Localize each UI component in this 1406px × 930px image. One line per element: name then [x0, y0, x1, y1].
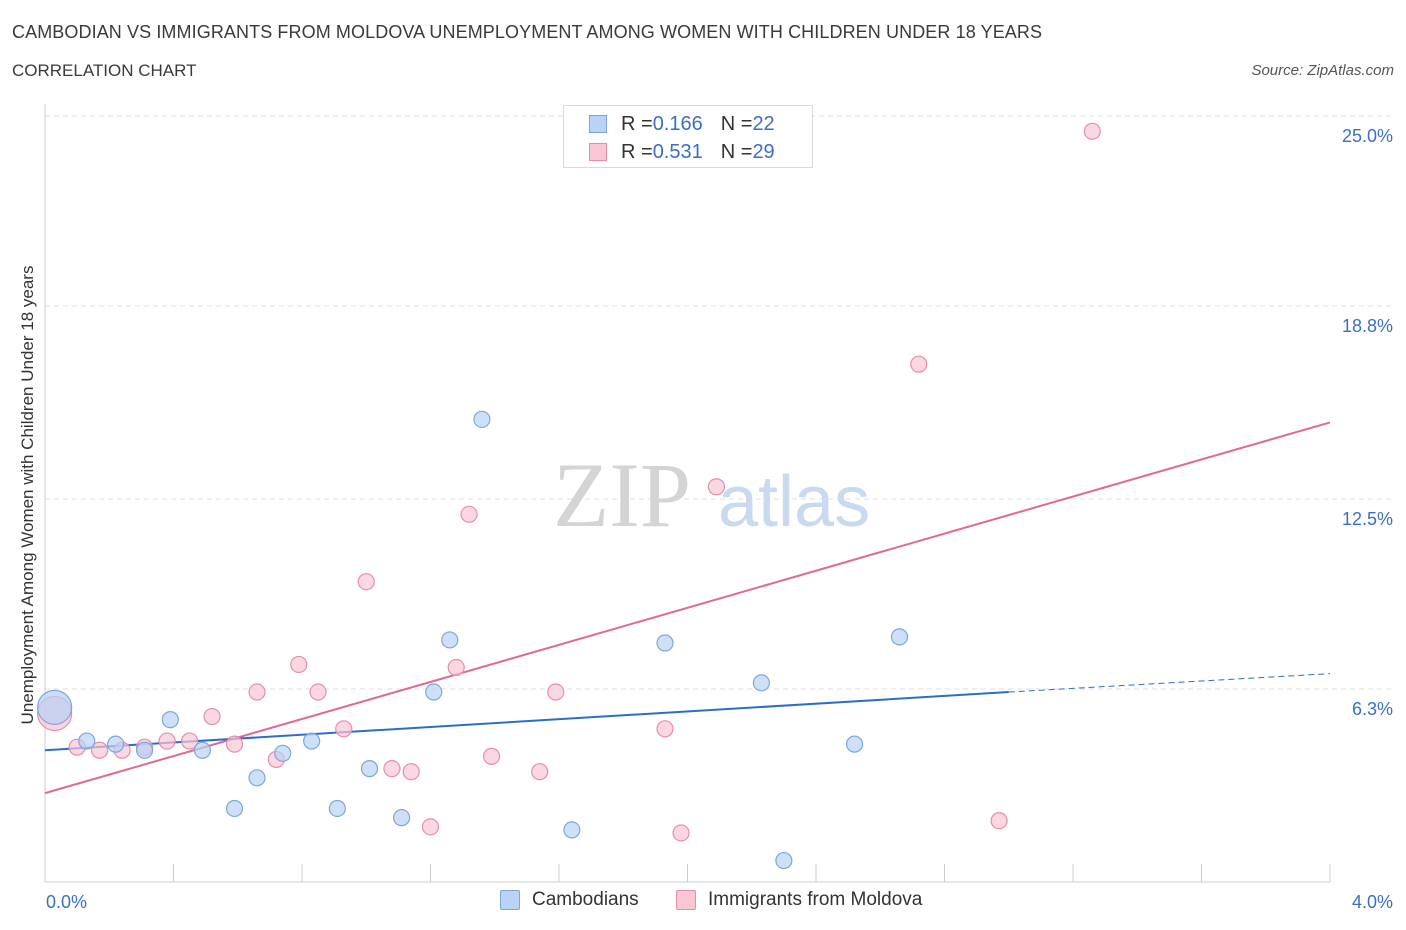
chart-subtitle: CORRELATION CHART [12, 61, 197, 80]
moldova-point [383, 760, 401, 778]
moldova-point [357, 573, 375, 591]
moldova-point [1083, 122, 1101, 140]
tick-labels: 6.3% 12.5% 18.8% 25.0% 0.0% 4.0% [46, 126, 1393, 912]
cambodians-point [425, 683, 443, 701]
cambodians-point [193, 741, 212, 759]
moldova-point [547, 683, 565, 701]
cambodians-point [107, 735, 125, 753]
series-swatch-cambodians [500, 890, 520, 910]
cambodians-point [392, 809, 411, 827]
cambodians-point [563, 821, 581, 839]
legend-r-label: R = [621, 112, 653, 135]
legend-r-label: R = [621, 140, 653, 163]
moldova-point [225, 735, 244, 753]
correlation-legend: R = 0.166 N = 22 R = 0.531 N = 29 [563, 105, 813, 168]
moldova-point [531, 763, 549, 781]
moldova-point [203, 707, 221, 726]
y-axis-label: Unemployment Among Women with Children U… [18, 265, 37, 725]
legend-r-value: 0.166 [652, 112, 703, 135]
cambodians-point [274, 744, 292, 762]
watermark-zip: ZIP [553, 444, 691, 546]
cambodians-point [248, 769, 266, 787]
moldova-point [421, 818, 440, 836]
series-name-cambodians: Cambodians [532, 889, 639, 910]
moldova-point [460, 505, 478, 523]
x-tick-label: 0.0% [46, 892, 87, 912]
legend-n-label: N = [720, 140, 753, 163]
source-credit: Source: ZipAtlas.com [1251, 62, 1394, 79]
moldova-point [447, 658, 465, 677]
cambodians-point [890, 628, 909, 646]
watermark: ZIP atlas [553, 444, 870, 546]
cambodians-point [78, 732, 96, 750]
cambodians-point [225, 799, 244, 818]
series-legend-cambodians: Cambodians [500, 889, 639, 911]
cambodians-point [360, 760, 379, 778]
cambodians-point [656, 634, 674, 652]
moldova-point [158, 732, 176, 750]
moldova-point [707, 478, 726, 496]
y-tick-label: 18.8% [1342, 316, 1393, 336]
moldova-point [248, 683, 266, 701]
y-tick-label: 25.0% [1342, 126, 1393, 146]
cambodians-point [845, 735, 864, 753]
moldova-point [180, 732, 199, 750]
moldova-point [402, 763, 420, 781]
watermark-atlas: atlas [718, 462, 870, 542]
cambodians-trend-extension [1008, 673, 1331, 693]
cambodians-point [441, 631, 459, 649]
series-legend-moldova: Immigrants from Moldova [676, 889, 922, 911]
series-swatch-moldova [676, 890, 696, 910]
grid-lines [45, 115, 1392, 690]
legend-swatch-cambodians [589, 115, 607, 133]
legend-row-cambodians: R = 0.166 N = 22 [589, 111, 775, 137]
moldova-point [482, 747, 501, 765]
series-name-moldova: Immigrants from Moldova [708, 889, 923, 910]
y-tick-label: 6.3% [1352, 699, 1393, 719]
cambodians-point [135, 741, 154, 759]
moldova-point [910, 355, 928, 373]
cambodians-point [328, 799, 346, 818]
cambodians-point [473, 410, 491, 428]
legend-n-label: N = [720, 112, 753, 135]
x-tick-label: 4.0% [1352, 892, 1393, 912]
legend-n-value: 22 [752, 112, 775, 135]
moldova-trend-line [44, 421, 1331, 795]
moldova-point [672, 824, 690, 842]
data-points [37, 122, 1101, 870]
moldova-point [335, 720, 353, 738]
cambodians-point [37, 689, 73, 725]
moldova-point [290, 655, 308, 674]
moldova-point [91, 741, 109, 759]
cambodians-trend-line [44, 691, 1009, 752]
moldova-point [990, 812, 1008, 830]
axes [44, 104, 1331, 883]
legend-r-value: 0.531 [652, 140, 703, 163]
cambodians-point [161, 711, 179, 729]
legend-row-moldova: R = 0.531 N = 29 [589, 139, 775, 165]
legend-n-value: 29 [752, 140, 775, 163]
y-tick-label: 12.5% [1342, 509, 1393, 529]
chart-title: CAMBODIAN VS IMMIGRANTS FROM MOLDOVA UNE… [12, 22, 1043, 42]
legend-swatch-moldova [589, 143, 607, 161]
moldova-point [309, 683, 327, 701]
cambodians-point [303, 732, 321, 750]
cambodians-point [775, 851, 793, 870]
moldova-point [656, 720, 674, 738]
trend-lines [44, 421, 1331, 795]
cambodians-point [752, 674, 770, 692]
